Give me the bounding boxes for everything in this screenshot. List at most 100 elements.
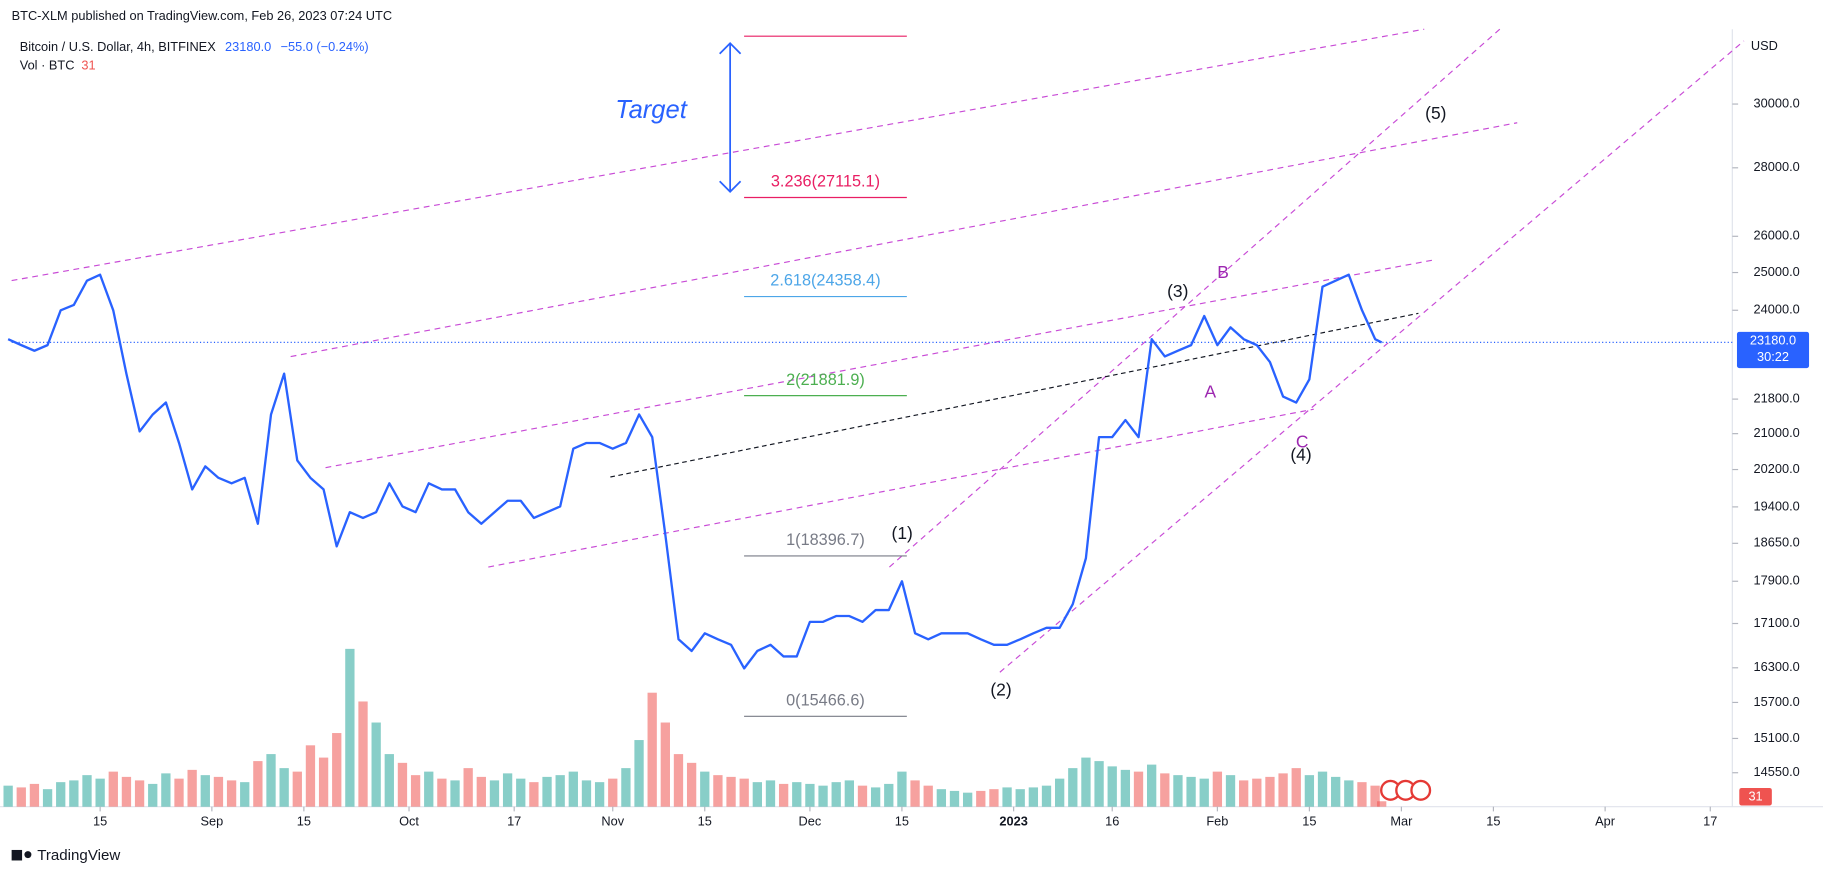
volume-bar bbox=[831, 782, 841, 807]
volume-bar bbox=[568, 771, 578, 807]
volume-bar bbox=[1370, 785, 1380, 807]
volume-bar bbox=[1015, 789, 1025, 807]
volume-bar bbox=[1317, 771, 1328, 807]
volume-bar bbox=[1252, 778, 1262, 807]
volume-bar bbox=[739, 778, 749, 807]
volume-bar bbox=[976, 790, 986, 807]
volume-bar bbox=[1331, 776, 1341, 807]
volume-bar bbox=[1041, 785, 1052, 807]
x-tick-label: Apr bbox=[1595, 813, 1616, 828]
volume-bar bbox=[1147, 764, 1157, 807]
wave-label: (1) bbox=[892, 523, 913, 543]
volume-bar bbox=[923, 785, 933, 807]
volume-bar bbox=[424, 771, 434, 807]
wave-label: B bbox=[1217, 262, 1229, 282]
last-price-badge bbox=[1736, 331, 1810, 369]
wave-label: (2) bbox=[990, 680, 1011, 700]
x-tick-label: Feb bbox=[1206, 813, 1228, 828]
volume-bar bbox=[1212, 771, 1223, 807]
last-price-badge-label: 23180.0 bbox=[1750, 333, 1796, 348]
x-tick-label: 17 bbox=[1703, 813, 1717, 828]
y-tick-label: 28000.0 bbox=[1754, 159, 1800, 174]
fib-label: 3.236(27115.1) bbox=[771, 173, 880, 191]
y-tick-label: 17900.0 bbox=[1754, 573, 1800, 588]
volume-bar bbox=[200, 775, 210, 807]
volume-bar bbox=[266, 754, 276, 807]
volume-bar bbox=[253, 761, 263, 807]
fib-label: 0(15466.6) bbox=[786, 691, 865, 709]
x-tick-label: Oct bbox=[399, 813, 419, 828]
volume-bar bbox=[371, 722, 381, 807]
volume-bar bbox=[174, 778, 184, 807]
flag-icons bbox=[1380, 779, 1432, 801]
volume-bar bbox=[1160, 773, 1170, 807]
trend-line bbox=[11, 28, 1425, 282]
volume-bar bbox=[463, 768, 473, 807]
fib-label: 1(18396.7) bbox=[786, 531, 865, 549]
volume-bar bbox=[989, 789, 999, 807]
volume-bar bbox=[529, 782, 539, 807]
volume-bar bbox=[516, 778, 526, 807]
volume-bar bbox=[805, 783, 815, 807]
currency: USD bbox=[1751, 38, 1778, 53]
x-tick-label: Mar bbox=[1390, 813, 1413, 828]
volume-badge bbox=[1739, 787, 1772, 806]
y-tick-label: 14550.0 bbox=[1754, 764, 1800, 779]
volume-bar bbox=[1107, 766, 1117, 807]
x-tick-label: 15 bbox=[895, 813, 909, 828]
volume-bar bbox=[1186, 776, 1196, 807]
volume-bar bbox=[161, 773, 171, 807]
volume-bar bbox=[1055, 778, 1065, 807]
volume-badge-label: 31 bbox=[1748, 789, 1762, 804]
x-tick-label: 2023 bbox=[999, 813, 1027, 828]
symbol-line: Bitcoin / U.S. Dollar, 4h, BITFINEX 23180… bbox=[20, 39, 369, 54]
volume-bar bbox=[3, 785, 13, 807]
volume-bar bbox=[332, 733, 342, 807]
target-arrow bbox=[719, 42, 742, 193]
volume-bar bbox=[1357, 782, 1367, 807]
trend-line bbox=[999, 40, 1745, 673]
volume-bar bbox=[870, 787, 881, 807]
volume-bar bbox=[397, 762, 408, 807]
y-tick-label: 18650.0 bbox=[1754, 535, 1800, 550]
volume-bar bbox=[897, 771, 907, 807]
volume-bar bbox=[1133, 771, 1144, 807]
volume-bar bbox=[765, 780, 776, 807]
volume-bar bbox=[594, 782, 605, 807]
volume-bar bbox=[1265, 776, 1275, 807]
y-tick-label: 25000.0 bbox=[1754, 264, 1800, 279]
price-change: −55.0 (−0.24%) bbox=[281, 39, 369, 54]
volume-bar bbox=[29, 783, 40, 807]
wave-label: (5) bbox=[1425, 103, 1446, 123]
volume-bar bbox=[240, 782, 250, 807]
volume-bar bbox=[910, 780, 920, 807]
trend-line bbox=[290, 122, 1518, 358]
volume-bar bbox=[108, 771, 118, 807]
x-tick-label: Nov bbox=[601, 813, 624, 828]
x-tick-label: Sep bbox=[200, 813, 223, 828]
volume-last: 31 bbox=[81, 58, 95, 73]
volume-bar bbox=[1278, 773, 1288, 807]
volume-bar bbox=[1068, 768, 1078, 807]
volume-name: Vol · BTC bbox=[20, 58, 75, 73]
volume-bar bbox=[502, 773, 513, 807]
x-tick-label: 16 bbox=[1105, 813, 1119, 828]
footer-logo bbox=[11, 849, 32, 861]
volume-bar bbox=[134, 780, 145, 807]
volume-bar bbox=[1225, 775, 1236, 807]
volume-bar bbox=[647, 692, 657, 807]
volume-bar bbox=[778, 783, 789, 807]
footer-brand: TradingView bbox=[37, 847, 120, 864]
volume-bar bbox=[476, 776, 486, 807]
x-tick-label: 15 bbox=[1486, 813, 1500, 828]
y-tick-label: 15700.0 bbox=[1754, 694, 1800, 709]
y-tick-label: 20200.0 bbox=[1754, 461, 1800, 476]
x-tick-label: 15 bbox=[698, 813, 712, 828]
volume-bar bbox=[1344, 780, 1354, 807]
volume-bar bbox=[489, 780, 500, 807]
x-tick-label: 17 bbox=[507, 813, 521, 828]
volume-bar bbox=[542, 776, 552, 807]
volume-bar bbox=[621, 768, 631, 807]
volume-bar bbox=[450, 780, 460, 807]
